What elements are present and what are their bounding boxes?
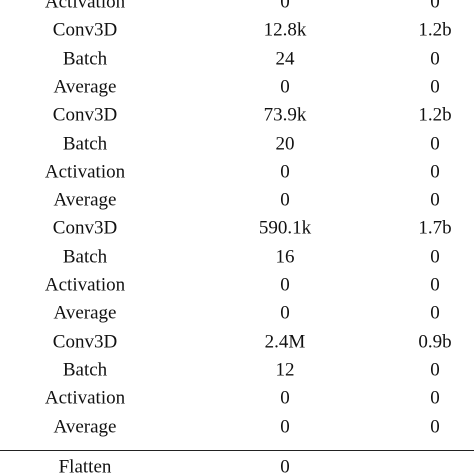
flop-count: 0 xyxy=(430,387,440,409)
parameter-count: 0 xyxy=(280,302,290,324)
flop-count: 0 xyxy=(430,189,440,211)
layer-name: Batch xyxy=(62,48,108,70)
layer-name: Average xyxy=(53,189,117,211)
layer-name: Flatten xyxy=(58,456,112,474)
flop-count: 0 xyxy=(430,161,440,183)
flop-count: 1.2b xyxy=(418,19,452,41)
parameter-count: 0 xyxy=(280,76,290,98)
flop-count: 0.9b xyxy=(418,331,452,353)
parameter-count: 0 xyxy=(280,161,290,183)
layer-name: Batch xyxy=(62,359,108,381)
parameter-count: 2.4M xyxy=(264,331,306,353)
parameter-count: 73.9k xyxy=(263,104,307,126)
layer-name: Activation xyxy=(44,387,126,409)
layer-name: Activation xyxy=(44,274,126,296)
parameter-count: 590.1k xyxy=(258,217,312,239)
flop-count: 0 xyxy=(430,48,440,70)
parameter-count: 20 xyxy=(275,133,295,154)
layer-name: Batch xyxy=(62,246,108,268)
parameter-count: 12 xyxy=(275,359,295,381)
flop-count: 0 xyxy=(430,246,440,268)
table-rule xyxy=(0,450,474,451)
parameter-count: 0 xyxy=(280,189,290,211)
layer-name: Conv3D xyxy=(52,331,118,353)
parameter-count: 12.8k xyxy=(263,19,307,41)
layer-name: Activation xyxy=(44,161,126,183)
parameter-count: 16 xyxy=(275,246,295,268)
flop-count: 1.2b xyxy=(418,104,452,126)
parameter-count: 24 xyxy=(275,48,295,70)
parameter-count: 0 xyxy=(280,456,290,474)
layer-name: Average xyxy=(53,416,117,437)
flop-count: 0 xyxy=(430,133,440,154)
flop-count: 0 xyxy=(430,0,440,13)
layer-name: Average xyxy=(53,76,117,98)
layer-name: Conv3D xyxy=(52,217,118,239)
flop-count: 0 xyxy=(430,274,440,296)
layer-name: Conv3D xyxy=(52,19,118,41)
flop-count: 0 xyxy=(430,416,440,437)
layer-name: Activation xyxy=(44,0,126,13)
parameter-count: 0 xyxy=(280,387,290,409)
layer-name: Conv3D xyxy=(52,104,118,126)
parameter-count: 0 xyxy=(280,0,290,13)
layer-name: Batch xyxy=(62,133,108,154)
flop-count: 1.7b xyxy=(418,217,452,239)
parameter-count: 0 xyxy=(280,416,290,437)
layer-name: Average xyxy=(53,302,117,324)
flop-count: 0 xyxy=(430,302,440,324)
flop-count: 0 xyxy=(430,359,440,381)
parameter-count: 0 xyxy=(280,274,290,296)
flop-count: 0 xyxy=(430,76,440,98)
